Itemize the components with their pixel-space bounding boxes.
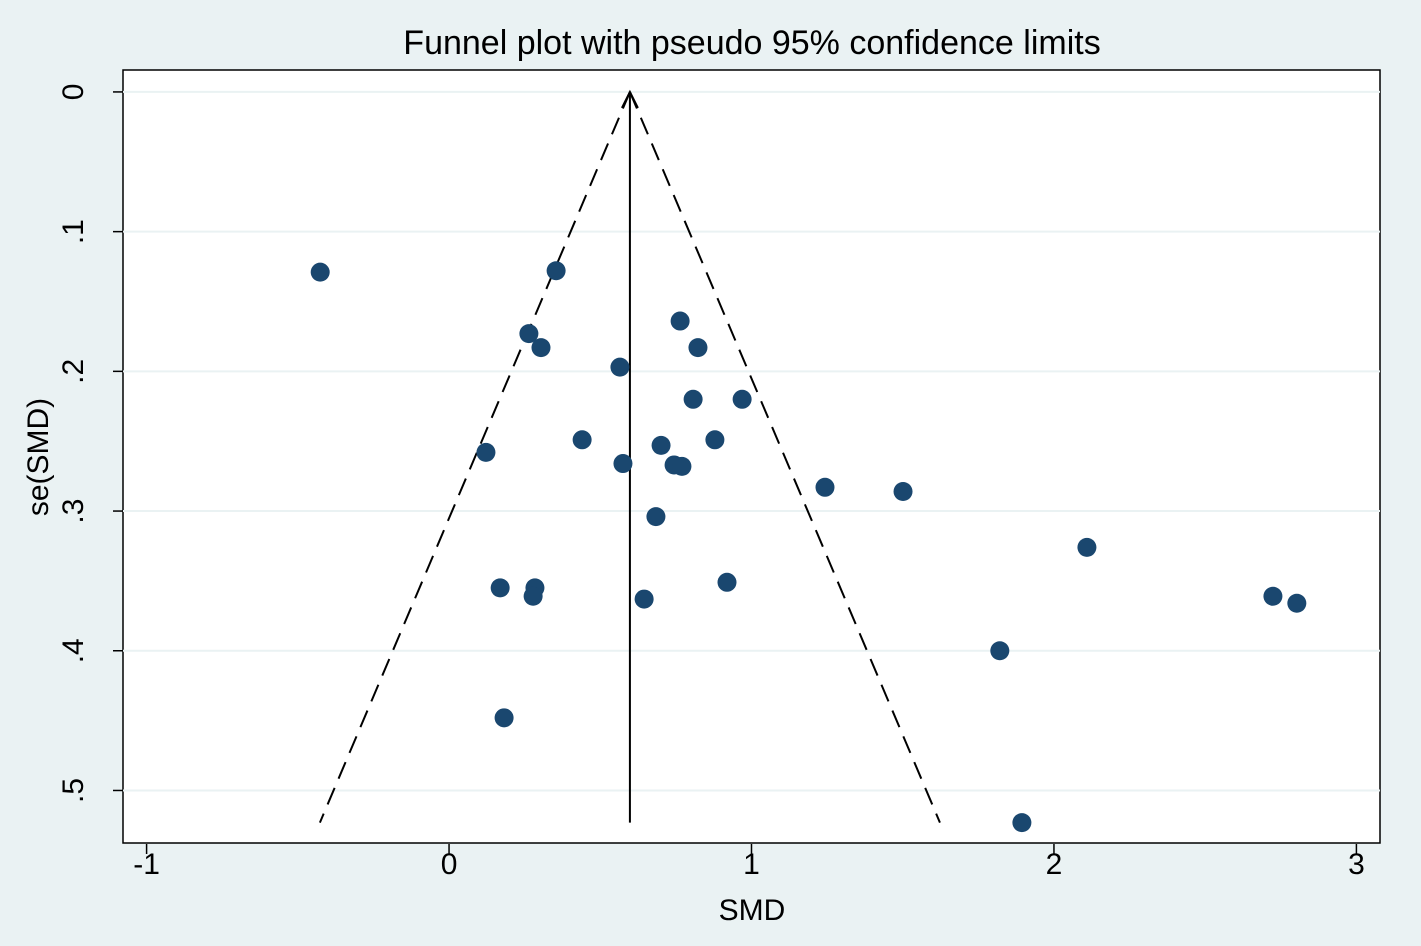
- data-point: [610, 357, 630, 377]
- y-tick-label: .2: [57, 359, 90, 384]
- y-axis-label: se(SMD): [22, 398, 55, 516]
- x-axis-label: SMD: [719, 894, 786, 927]
- y-tick-label: .4: [57, 638, 90, 663]
- x-tick-label: 0: [441, 848, 458, 881]
- data-point: [1012, 813, 1032, 833]
- y-tick-label: 0: [57, 84, 90, 101]
- data-point: [717, 572, 737, 592]
- data-point: [531, 338, 551, 358]
- y-tick-label: .1: [57, 219, 90, 244]
- data-point: [670, 311, 690, 331]
- data-point: [634, 589, 654, 609]
- data-point: [683, 389, 703, 409]
- pooled-arrowhead: [621, 89, 639, 109]
- confidence-limit: [318, 91, 631, 823]
- x-tick-label: 1: [743, 848, 760, 881]
- data-point: [651, 435, 671, 455]
- y-tick-label: .3: [57, 499, 90, 524]
- chart-title: Funnel plot with pseudo 95% confidence l…: [403, 24, 1100, 62]
- plot-area: [122, 69, 1381, 844]
- data-point: [1287, 593, 1307, 613]
- x-tick-label: -1: [133, 848, 160, 881]
- data-point: [893, 481, 913, 501]
- data-point: [1077, 537, 1097, 557]
- data-point: [490, 578, 510, 598]
- data-point: [732, 389, 752, 409]
- data-point: [572, 430, 592, 450]
- confidence-limit: [628, 91, 941, 823]
- data-point: [494, 708, 514, 728]
- data-point: [1263, 586, 1283, 606]
- data-point: [705, 430, 725, 450]
- data-point: [688, 338, 708, 358]
- data-point: [672, 456, 692, 476]
- data-point: [613, 454, 633, 474]
- data-point: [990, 641, 1010, 661]
- y-tick-label: .5: [57, 778, 90, 803]
- data-point: [476, 442, 496, 462]
- data-point: [310, 262, 330, 282]
- data-point: [646, 507, 666, 527]
- data-point: [546, 261, 566, 281]
- data-point: [523, 586, 543, 606]
- data-point: [519, 324, 539, 344]
- x-tick-label: 3: [1348, 848, 1365, 881]
- data-point: [815, 477, 835, 497]
- x-tick-label: 2: [1046, 848, 1063, 881]
